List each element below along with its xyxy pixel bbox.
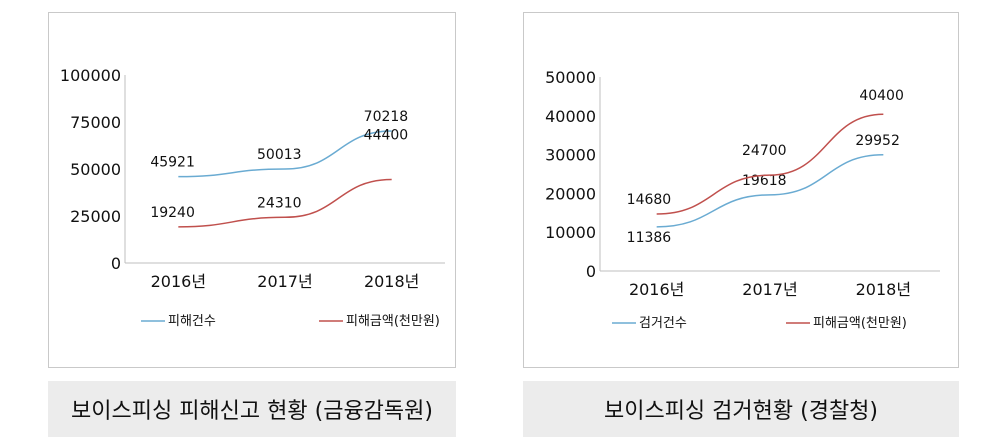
data-label: 24310 (257, 195, 302, 211)
chart-right: 0 10000 20000 30000 40000 50000 2016년 2017년 2018… (545, 68, 940, 331)
y-tick-label: 10000 (545, 223, 596, 242)
data-label: 44400 (364, 128, 409, 144)
legend-label: 피해금액(천만원) (346, 314, 440, 329)
caption-left: 보이스피싱 피해신고 현황 (금융감독원) (48, 381, 456, 437)
legend-label: 검거건수 (639, 316, 687, 331)
data-label: 14680 (627, 192, 672, 208)
caption-right: 보이스피싱 검거현황 (경찰청) (523, 381, 959, 437)
data-label: 11386 (627, 230, 672, 246)
data-label: 29952 (855, 133, 900, 149)
data-label: 40400 (859, 88, 904, 104)
x-category-label: 2016년 (151, 272, 206, 291)
chart-frame-left: 0 25000 50000 75000 100000 2016년 2017년 2018년 459… (48, 12, 456, 368)
data-label: 24700 (742, 143, 787, 159)
series-line-2 (178, 178, 392, 228)
y-tick-label: 30000 (545, 146, 596, 165)
y-tick-label: 50000 (545, 68, 596, 87)
data-label: 45921 (150, 155, 195, 171)
y-tick-label: 75000 (70, 113, 121, 132)
y-tick-label: 25000 (70, 207, 121, 226)
y-tick-label: 50000 (70, 160, 121, 179)
y-tick-label: 40000 (545, 107, 596, 126)
data-label: 19240 (150, 205, 195, 221)
y-tick-label: 100000 (60, 66, 121, 85)
x-category-label: 2016년 (629, 280, 684, 299)
x-category-label: 2018년 (856, 280, 911, 299)
y-tick-label: 0 (586, 262, 596, 281)
legend-label: 피해건수 (168, 314, 216, 329)
data-label: 70218 (364, 109, 409, 125)
y-tick-label: 20000 (545, 184, 596, 203)
series-line-1 (178, 130, 392, 178)
x-category-label: 2018년 (364, 272, 419, 291)
x-category-label: 2017년 (257, 272, 312, 291)
x-category-label: 2017년 (742, 280, 797, 299)
legend-label: 피해금액(천만원) (813, 316, 907, 331)
chart-frame-right: 0 10000 20000 30000 40000 50000 2016년 2017년 2018… (523, 12, 959, 368)
y-tick-label: 0 (111, 254, 121, 273)
series-line-2 (656, 113, 884, 215)
series-line-1 (656, 154, 884, 228)
chart-left: 0 25000 50000 75000 100000 2016년 2017년 2018년 459… (60, 66, 445, 329)
data-label: 50013 (257, 147, 302, 163)
